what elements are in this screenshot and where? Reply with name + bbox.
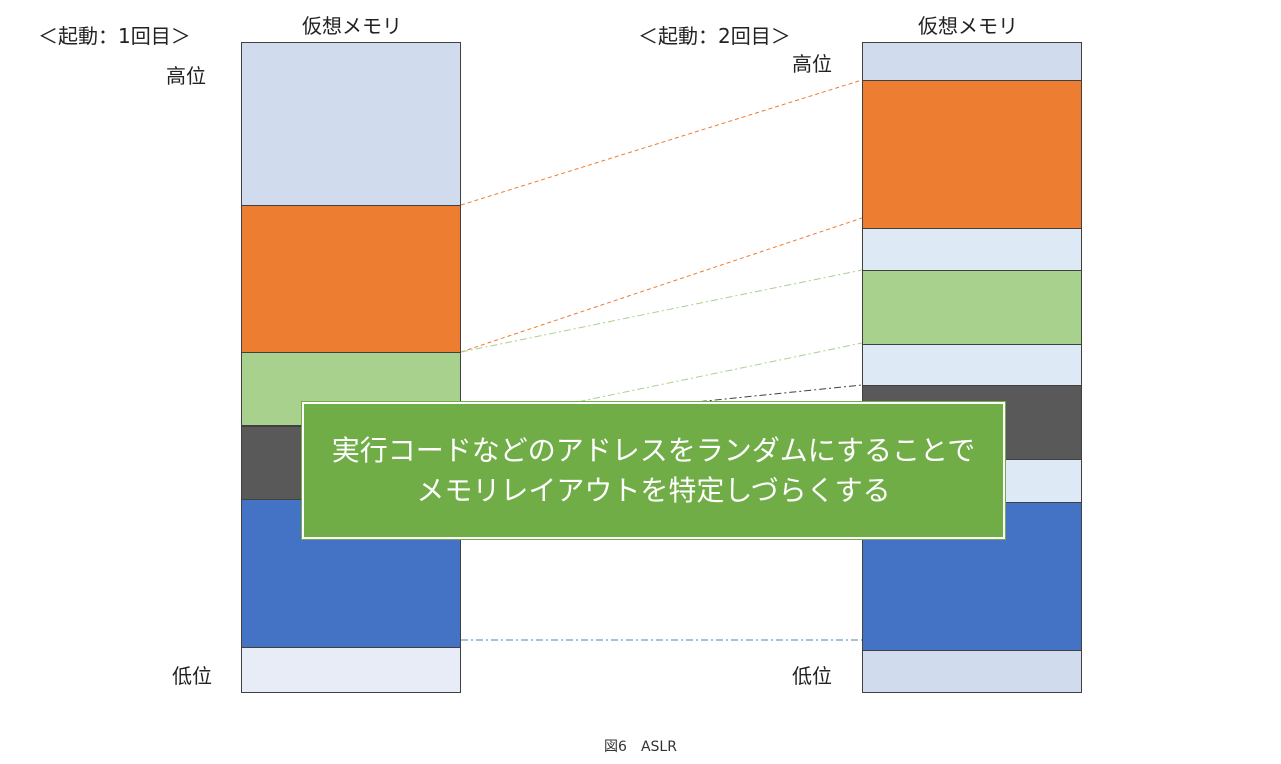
left-segment-light-blue: [241, 42, 461, 206]
orange-top-connector: [460, 79, 863, 206]
left-high-label: 高位: [166, 64, 206, 88]
right-low-label: 低位: [792, 664, 832, 688]
green-bottom-connector: [460, 342, 863, 427]
right-segment-green: [862, 270, 1082, 346]
orange-bottom-connector: [460, 217, 863, 353]
right-high-label: 高位: [792, 52, 832, 76]
callout-line-1: 実行コードなどのアドレスをランダムにすることで: [331, 433, 976, 467]
callout-line-2: メモリレイアウトを特定しづらくする: [416, 473, 891, 507]
left-column-title: 仮想メモリ: [302, 14, 402, 38]
callout-box: 実行コードなどのアドレスをランダムにすることで メモリレイアウトを特定しづらくす…: [301, 401, 1006, 540]
right-segment-orange: [862, 79, 1082, 229]
left-segment-pale-blue: [241, 647, 461, 693]
right-column-title: 仮想メモリ: [918, 14, 1018, 38]
left-low-label: 低位: [172, 664, 212, 688]
right-segment-light-blue: [862, 650, 1082, 693]
green-top-connector: [460, 269, 863, 353]
figure-caption: 図6 ASLR: [604, 739, 677, 755]
right-heading: ＜起動：2回目＞: [638, 24, 791, 48]
right-segment-pale-blue: [862, 227, 1082, 272]
left-heading: ＜起動：1回目＞: [38, 24, 191, 48]
